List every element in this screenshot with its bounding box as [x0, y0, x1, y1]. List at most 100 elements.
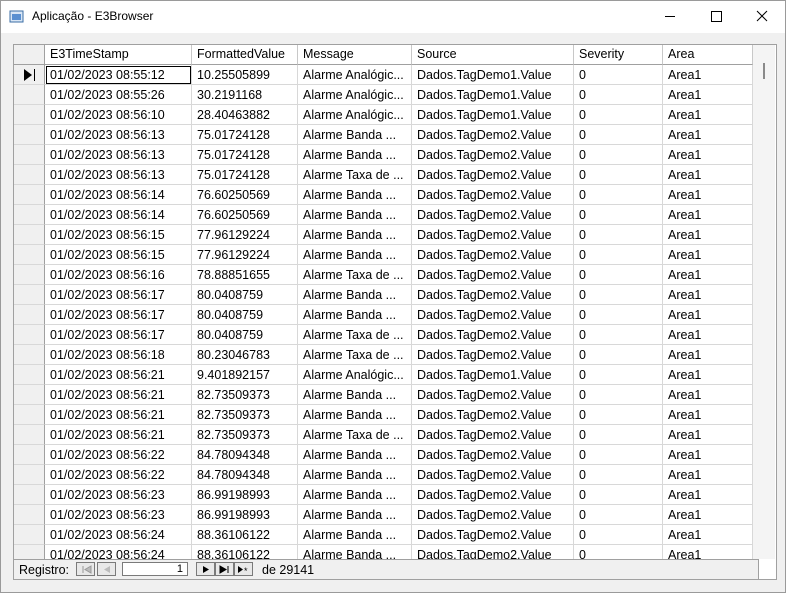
grid-cell[interactable]: Area1 [663, 365, 753, 385]
grid-cell[interactable]: 75.01724128 [192, 125, 298, 145]
column-header[interactable]: Severity [574, 45, 663, 65]
grid-cell[interactable]: 01/02/2023 08:56:21 [45, 405, 192, 425]
grid-cell[interactable]: 88.36106122 [192, 545, 298, 559]
grid-cell[interactable]: 01/02/2023 08:56:23 [45, 505, 192, 525]
grid-cell[interactable]: 0 [574, 125, 663, 145]
row-selector[interactable] [14, 105, 45, 125]
grid-row[interactable]: 01/02/2023 08:56:14 76.60250569 Alarme Ban… [14, 205, 753, 225]
row-selector[interactable] [14, 365, 45, 385]
grid-cell[interactable]: Area1 [663, 425, 753, 445]
grid-cell[interactable]: 0 [574, 365, 663, 385]
grid-cell[interactable]: 0 [574, 285, 663, 305]
grid-cell[interactable]: 01/02/2023 08:56:13 [45, 145, 192, 165]
grid-cell[interactable]: 01/02/2023 08:56:24 [45, 545, 192, 559]
grid-row[interactable]: 01/02/2023 08:56:17 80.0408759 Alarme Band… [14, 305, 753, 325]
grid-cell[interactable]: Area1 [663, 405, 753, 425]
grid-cell[interactable]: 01/02/2023 08:56:17 [45, 325, 192, 345]
row-selector[interactable] [14, 445, 45, 465]
grid-cell[interactable]: Area1 [663, 225, 753, 245]
grid-cell[interactable]: 01/02/2023 08:56:13 [45, 125, 192, 145]
grid-cell[interactable]: Area1 [663, 125, 753, 145]
grid-cell[interactable]: Dados.TagDemo2.Value [412, 445, 574, 465]
grid-row[interactable]: 01/02/2023 08:56:23 86.99198993 Alarme Ban… [14, 485, 753, 505]
grid-cell[interactable]: Area1 [663, 445, 753, 465]
grid-cell[interactable]: 80.0408759 [192, 325, 298, 345]
grid-cell[interactable]: 0 [574, 345, 663, 365]
grid-cell[interactable]: 0 [574, 85, 663, 105]
grid-cell[interactable]: 01/02/2023 08:56:18 [45, 345, 192, 365]
grid-row[interactable]: 01/02/2023 08:56:24 88.36106122 Alarme Ban… [14, 525, 753, 545]
grid-cell[interactable]: Alarme Banda ... [298, 385, 412, 405]
row-selector[interactable] [14, 125, 45, 145]
row-selector[interactable] [14, 525, 45, 545]
grid-row[interactable]: 01/02/2023 08:56:13 75.01724128 Alarme Ban… [14, 145, 753, 165]
grid-row[interactable]: 01/02/2023 08:56:21 9.401892157 Alarme Ana… [14, 365, 753, 385]
grid-cell[interactable]: Dados.TagDemo2.Value [412, 425, 574, 445]
grid-cell[interactable]: Dados.TagDemo2.Value [412, 265, 574, 285]
grid-cell[interactable]: 01/02/2023 08:56:17 [45, 285, 192, 305]
grid-row[interactable]: 01/02/2023 08:56:23 86.99198993 Alarme Ban… [14, 505, 753, 525]
grid-cell[interactable]: 01/02/2023 08:55:12 [45, 65, 192, 85]
first-record-button[interactable] [76, 562, 95, 576]
grid-cell[interactable]: Area1 [663, 85, 753, 105]
grid-cell[interactable]: Alarme Banda ... [298, 225, 412, 245]
grid-cell[interactable]: 0 [574, 265, 663, 285]
grid-cell[interactable]: Alarme Banda ... [298, 485, 412, 505]
grid-cell[interactable]: Area1 [663, 485, 753, 505]
grid-cell[interactable]: 01/02/2023 08:56:10 [45, 105, 192, 125]
row-selector[interactable] [14, 425, 45, 445]
grid-cell[interactable]: Dados.TagDemo2.Value [412, 325, 574, 345]
grid-cell[interactable]: 0 [574, 465, 663, 485]
grid-cell[interactable]: Alarme Taxa de ... [298, 425, 412, 445]
grid-cell[interactable]: 01/02/2023 08:56:22 [45, 465, 192, 485]
maximize-button[interactable] [693, 1, 739, 31]
next-record-button[interactable] [196, 562, 215, 576]
grid-cell[interactable]: 0 [574, 245, 663, 265]
grid-cell[interactable]: Dados.TagDemo2.Value [412, 545, 574, 559]
row-selector[interactable] [14, 465, 45, 485]
grid-row[interactable]: 01/02/2023 08:56:24 88.36106122 Alarme Ban… [14, 545, 753, 559]
grid-cell[interactable]: 82.73509373 [192, 405, 298, 425]
row-selector[interactable] [14, 245, 45, 265]
grid-cell[interactable]: Area1 [663, 265, 753, 285]
last-record-button[interactable] [215, 562, 234, 576]
minimize-button[interactable] [647, 1, 693, 31]
grid-cell[interactable]: 0 [574, 405, 663, 425]
row-selector[interactable] [14, 305, 45, 325]
grid-row[interactable]: 01/02/2023 08:56:21 82.73509373 Alarme Tax… [14, 425, 753, 445]
grid-cell[interactable]: Alarme Analógic... [298, 85, 412, 105]
grid-cell[interactable]: 77.96129224 [192, 245, 298, 265]
grid-cell[interactable]: 01/02/2023 08:56:21 [45, 425, 192, 445]
row-selector[interactable] [14, 145, 45, 165]
grid-row[interactable]: 01/02/2023 08:56:22 84.78094348 Alarme Ban… [14, 445, 753, 465]
grid-cell[interactable]: 0 [574, 425, 663, 445]
grid-cell[interactable]: Alarme Banda ... [298, 245, 412, 265]
column-header[interactable]: Area [663, 45, 753, 65]
grid-cell[interactable]: Dados.TagDemo2.Value [412, 405, 574, 425]
grid-cell[interactable]: Dados.TagDemo1.Value [412, 85, 574, 105]
grid-cell[interactable]: 01/02/2023 08:55:26 [45, 85, 192, 105]
grid-cell[interactable]: 0 [574, 145, 663, 165]
column-header[interactable]: Source [412, 45, 574, 65]
grid-cell[interactable]: 86.99198993 [192, 485, 298, 505]
grid-row[interactable]: 01/02/2023 08:55:12 10.25505899 Alarme Ana… [14, 65, 753, 85]
grid-cell[interactable]: Dados.TagDemo2.Value [412, 505, 574, 525]
grid-cell[interactable]: Dados.TagDemo2.Value [412, 345, 574, 365]
grid-cell[interactable]: Area1 [663, 205, 753, 225]
grid-cell[interactable]: 0 [574, 305, 663, 325]
grid-cell[interactable]: 0 [574, 165, 663, 185]
grid-cell[interactable]: Alarme Banda ... [298, 405, 412, 425]
grid-cell[interactable]: Area1 [663, 525, 753, 545]
grid-cell[interactable]: Area1 [663, 385, 753, 405]
grid-cell[interactable]: 10.25505899 [192, 65, 298, 85]
grid-cell[interactable]: Area1 [663, 145, 753, 165]
grid-cell[interactable]: Dados.TagDemo2.Value [412, 145, 574, 165]
grid-cell[interactable]: Dados.TagDemo2.Value [412, 245, 574, 265]
grid-cell[interactable]: 82.73509373 [192, 425, 298, 445]
grid-cell[interactable]: 0 [574, 105, 663, 125]
grid-cell[interactable]: 84.78094348 [192, 445, 298, 465]
grid-cell[interactable]: Dados.TagDemo1.Value [412, 105, 574, 125]
grid-cell[interactable]: Dados.TagDemo2.Value [412, 205, 574, 225]
grid-cell[interactable]: Alarme Banda ... [298, 445, 412, 465]
grid-cell[interactable]: 01/02/2023 08:56:15 [45, 225, 192, 245]
